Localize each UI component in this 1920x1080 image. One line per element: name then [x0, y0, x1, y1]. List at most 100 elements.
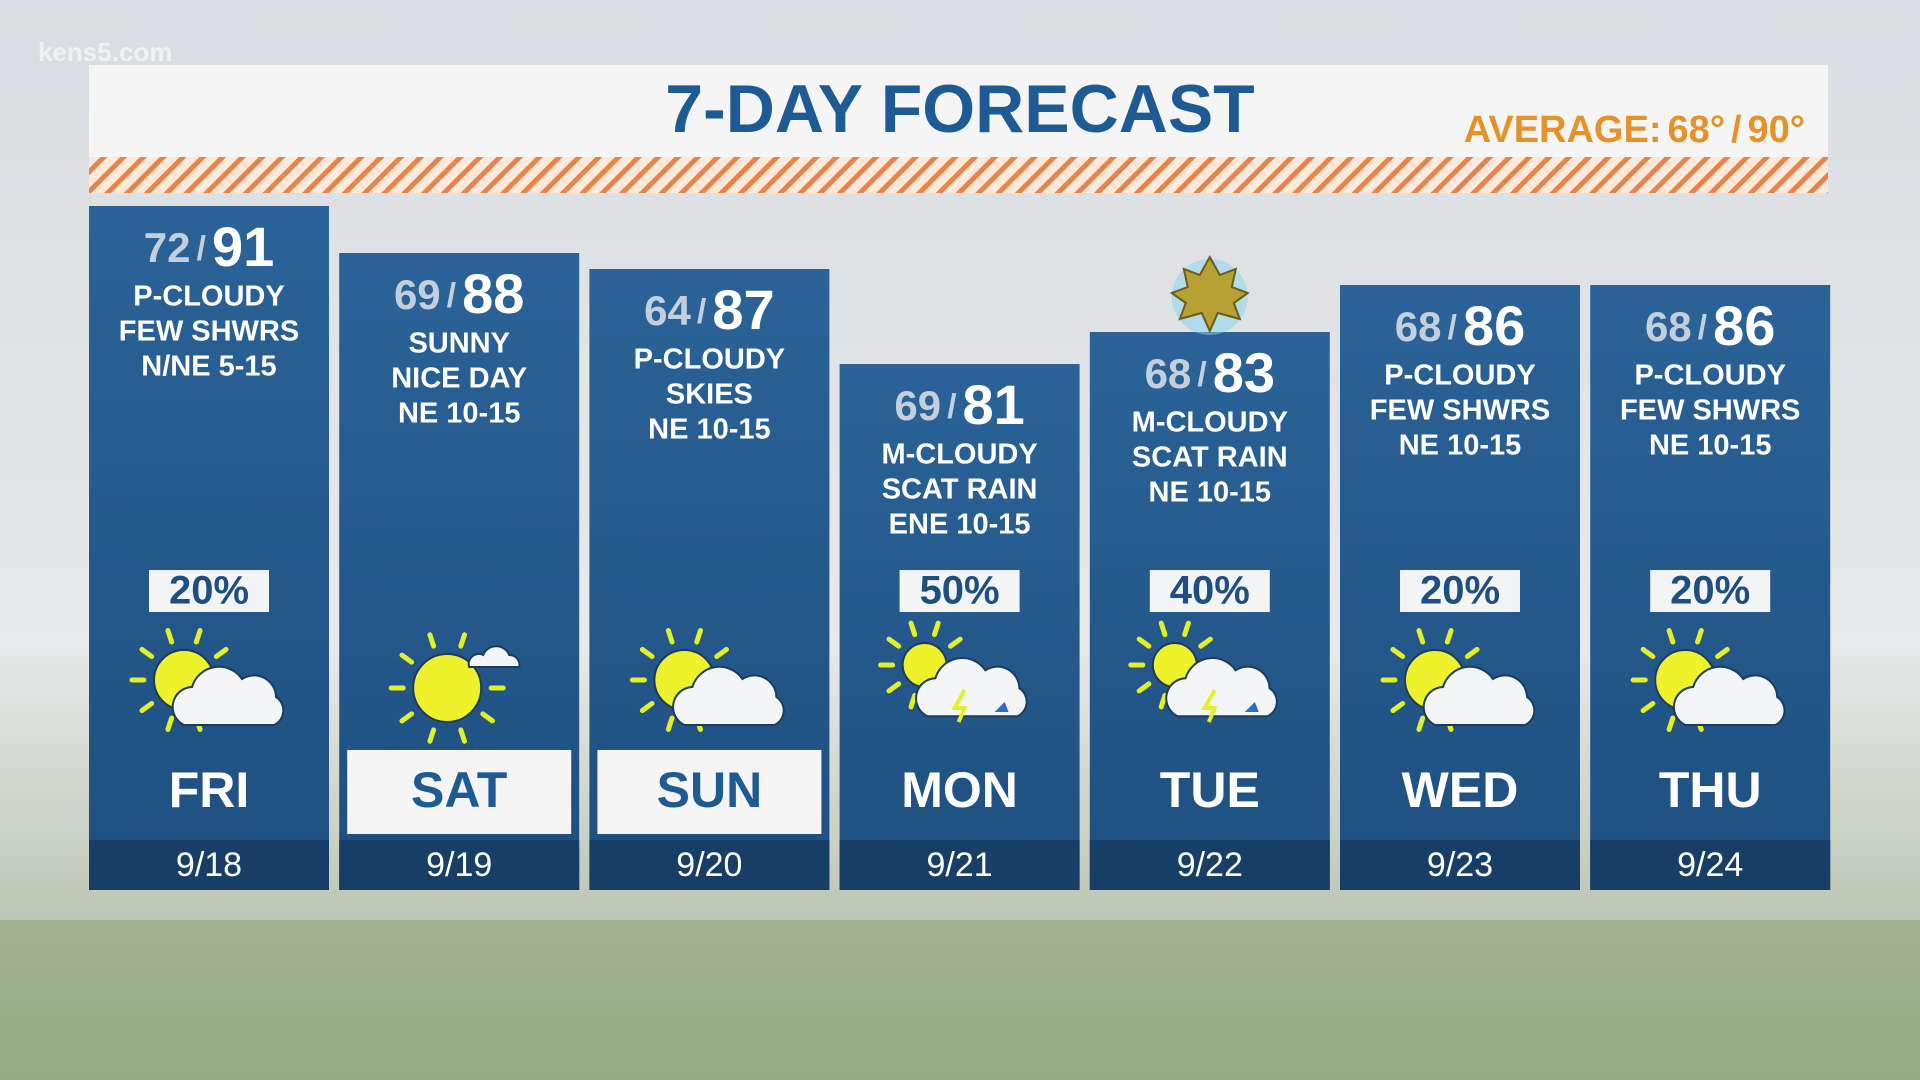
separator: / [1197, 356, 1207, 394]
sun-ray [714, 646, 729, 659]
condition: N/NE 5-15 [141, 351, 276, 383]
raindrop [1244, 702, 1259, 712]
rain-chance-box [1650, 570, 1771, 612]
leaf-icon [1169, 254, 1250, 335]
date-band [89, 840, 329, 890]
cloud [1422, 665, 1536, 726]
day-name: SAT [411, 762, 507, 818]
rain-chance: 40% [1170, 569, 1250, 613]
low-temp: 69 [894, 382, 941, 429]
sun-ray [1390, 646, 1406, 659]
sun-ray [1136, 636, 1152, 649]
date-band [589, 840, 830, 890]
condition: M-CLOUDY [881, 439, 1037, 471]
sun-ray [639, 646, 655, 659]
temperature: 68/86 [1395, 294, 1525, 357]
date: 9/24 [1677, 846, 1743, 884]
title: 7-DAY FORECAST [665, 71, 1254, 147]
high-temp: 86 [1463, 294, 1525, 357]
high-temp: 88 [462, 262, 524, 325]
weather-icon [388, 632, 521, 744]
condition: NE 10-15 [1399, 430, 1522, 462]
sun-ray [1390, 701, 1406, 714]
condition: NE 10-15 [1149, 477, 1272, 509]
condition: P-CLOUDY [1634, 360, 1785, 392]
weather-icon [1128, 620, 1278, 723]
weather-icon [1380, 628, 1536, 732]
rain-chance: 50% [920, 569, 1000, 613]
sun-ray [908, 620, 918, 638]
cloud [672, 665, 785, 726]
condition: SKIES [666, 379, 753, 411]
header-stripes [89, 157, 1828, 193]
weather-icon [1630, 628, 1786, 732]
raindrop [994, 702, 1009, 712]
small-cloud [467, 645, 521, 668]
day-box [597, 750, 822, 834]
lightning [1201, 689, 1218, 723]
condition: P-CLOUDY [133, 281, 284, 313]
sun-ray [427, 727, 437, 744]
day-name: FRI [169, 762, 250, 818]
sun-ray [1666, 628, 1676, 645]
temperature: 72/91 [144, 215, 274, 278]
date-band [1590, 840, 1831, 890]
cloud [915, 657, 1028, 718]
sun-ray [908, 692, 918, 710]
low-temp: 64 [644, 287, 691, 334]
trees [0, 920, 1920, 1080]
sun-ray [480, 711, 496, 724]
high-temp: 86 [1713, 294, 1775, 357]
sun-ray [1416, 715, 1426, 732]
sun-ray [886, 636, 902, 649]
low-temp: 68 [1145, 350, 1192, 397]
sun-ray [1136, 681, 1152, 694]
sun-ray [694, 628, 703, 645]
sun [388, 632, 506, 744]
day-name: TUE [1160, 762, 1260, 818]
sun-ray [165, 715, 175, 732]
day-name: WED [1402, 762, 1519, 818]
weather-icon [629, 628, 785, 732]
date: 9/19 [426, 846, 492, 884]
separator: / [447, 277, 457, 315]
sun-ray [1666, 715, 1676, 732]
temperature: 64/87 [644, 278, 774, 341]
sun-ray [458, 632, 468, 649]
low-temp: 72 [144, 224, 191, 271]
date: 9/21 [927, 846, 993, 884]
sun-ray [193, 628, 203, 645]
cloud [1165, 657, 1278, 718]
temperature: 68/86 [1645, 294, 1775, 357]
cloud [1672, 665, 1786, 726]
sun-ray [1464, 646, 1480, 659]
condition: NICE DAY [391, 363, 527, 395]
sun-ray [1640, 646, 1656, 659]
separator: / [1698, 309, 1708, 347]
separator: / [697, 293, 707, 331]
rain-chance: 20% [1420, 569, 1500, 613]
temperature: 69/81 [894, 373, 1024, 436]
sun-ray [139, 646, 155, 659]
average: AVERAGE: 68°/90° [1464, 109, 1805, 151]
sun-ray [665, 628, 675, 645]
sun-ray [139, 701, 155, 714]
low-temp: 69 [394, 271, 441, 318]
rain-chance-box [1149, 570, 1270, 612]
temperature: 68/83 [1145, 341, 1275, 404]
high-temp: 87 [712, 278, 774, 341]
sun-ray [165, 628, 175, 645]
day-name: MON [901, 762, 1018, 818]
date: 9/18 [176, 846, 242, 884]
condition: SCAT RAIN [1132, 442, 1288, 474]
condition: ENE 10-15 [889, 509, 1031, 541]
condition: P-CLOUDY [634, 344, 785, 376]
